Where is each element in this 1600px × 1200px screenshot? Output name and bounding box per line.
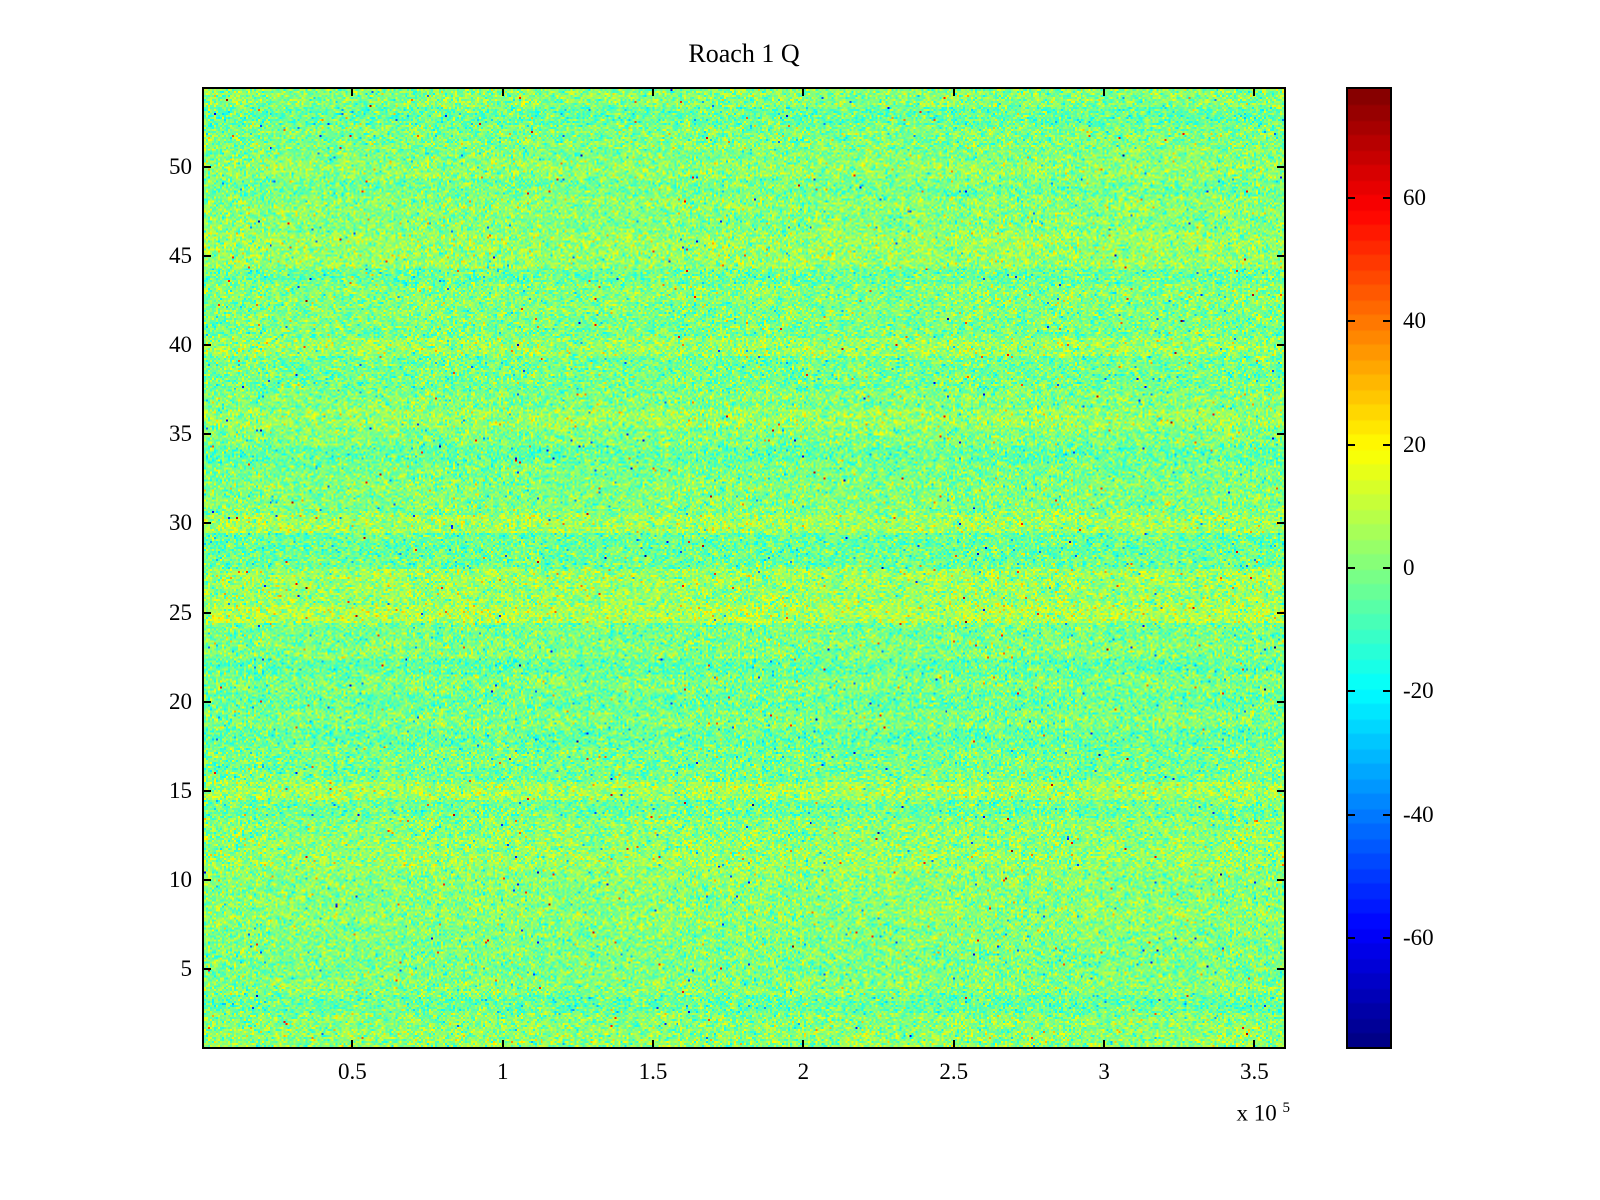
x-tick-label: 2.5 <box>939 1059 969 1084</box>
y-tick-mark <box>202 700 211 703</box>
x-tick-mark <box>652 87 655 96</box>
colorbar-tick-label: 20 <box>1403 431 1426 457</box>
x-tick-mark <box>1103 87 1106 96</box>
y-tick-mark <box>202 878 211 881</box>
y-tick-mark <box>202 522 211 525</box>
colorbar-tick-mark <box>1383 320 1392 323</box>
colorbar-tick-mark <box>1346 937 1355 939</box>
x-tick-label: 1.5 <box>638 1059 668 1084</box>
y-tick-mark <box>1277 166 1286 169</box>
y-tick-mark <box>202 255 211 258</box>
y-tick-mark <box>1277 789 1286 792</box>
y-tick-mark <box>1277 878 1286 881</box>
x-tick-mark <box>1253 87 1256 96</box>
x-tick-mark <box>351 1040 354 1049</box>
y-tick-mark <box>1277 344 1286 347</box>
y-tick-mark <box>1277 433 1286 436</box>
x-tick-label: 1 <box>496 1059 509 1084</box>
colorbar-tick-mark <box>1346 813 1355 816</box>
y-tick-mark <box>1277 611 1286 614</box>
y-tick-label: 35 <box>169 421 192 447</box>
colorbar-tick-mark <box>1383 567 1392 569</box>
colorbar-tick-mark <box>1383 813 1392 816</box>
x-tick-label: 2 <box>797 1059 810 1084</box>
x-tick-mark <box>1103 1040 1106 1049</box>
colorbar-tick-mark <box>1346 320 1355 323</box>
x-tick-label: 0.5 <box>337 1059 367 1084</box>
x-tick-mark <box>501 87 504 96</box>
y-tick-mark <box>1277 967 1286 970</box>
y-tick-mark <box>202 611 211 614</box>
x-tick-mark <box>501 1040 504 1049</box>
y-tick-mark <box>202 166 211 169</box>
x-tick-label: 3 <box>1098 1059 1110 1084</box>
colorbar-tick-mark <box>1383 443 1392 446</box>
y-tick-mark <box>1277 522 1286 525</box>
y-tick-label: 40 <box>169 332 192 358</box>
colorbar-tick-label: 0 <box>1403 555 1415 580</box>
x-tick-mark <box>802 1040 805 1049</box>
y-tick-label: 20 <box>169 688 192 714</box>
y-tick-label: 10 <box>169 866 192 892</box>
heatmap-axes <box>202 87 1286 1049</box>
colorbar-tick-label: 60 <box>1403 185 1426 210</box>
colorbar-tick-label: -60 <box>1403 925 1434 950</box>
y-tick-mark <box>202 433 211 436</box>
heatmap-image <box>204 89 1284 1047</box>
y-tick-mark <box>1277 255 1286 258</box>
x-tick-mark <box>1253 1040 1256 1049</box>
colorbar-tick-mark <box>1346 197 1355 199</box>
colorbar-tick-label: -40 <box>1403 801 1434 827</box>
y-tick-mark <box>1277 700 1286 703</box>
y-tick-label: 15 <box>169 777 192 803</box>
y-tick-label: 25 <box>169 599 192 625</box>
x-tick-mark <box>802 87 805 96</box>
y-tick-mark <box>202 789 211 792</box>
page-title: Roach 1 Q <box>688 39 800 68</box>
y-tick-label: 45 <box>169 243 192 269</box>
colorbar-tick-mark <box>1346 567 1355 569</box>
colorbar-tick-label: 40 <box>1403 308 1426 334</box>
x-tick-mark <box>952 87 955 96</box>
x-axis-exponent-label: x 10 5 <box>1236 1100 1291 1126</box>
colorbar-tick-mark <box>1383 690 1392 693</box>
colorbar-tick-label: -20 <box>1403 678 1434 704</box>
x-tick-label: 3.5 <box>1240 1059 1269 1084</box>
colorbar-tick-mark <box>1346 690 1355 693</box>
y-tick-label: 5 <box>180 955 193 981</box>
colorbar-tick-mark <box>1346 443 1355 446</box>
y-tick-label: 30 <box>169 510 192 536</box>
x-tick-mark <box>351 87 354 96</box>
colorbar-tick-mark <box>1383 197 1392 199</box>
y-tick-mark <box>202 344 211 347</box>
x-tick-mark <box>652 1040 655 1049</box>
y-tick-label: 50 <box>169 154 192 180</box>
y-tick-mark <box>202 967 211 970</box>
colorbar-tick-mark <box>1383 937 1392 939</box>
x-tick-mark <box>952 1040 955 1049</box>
